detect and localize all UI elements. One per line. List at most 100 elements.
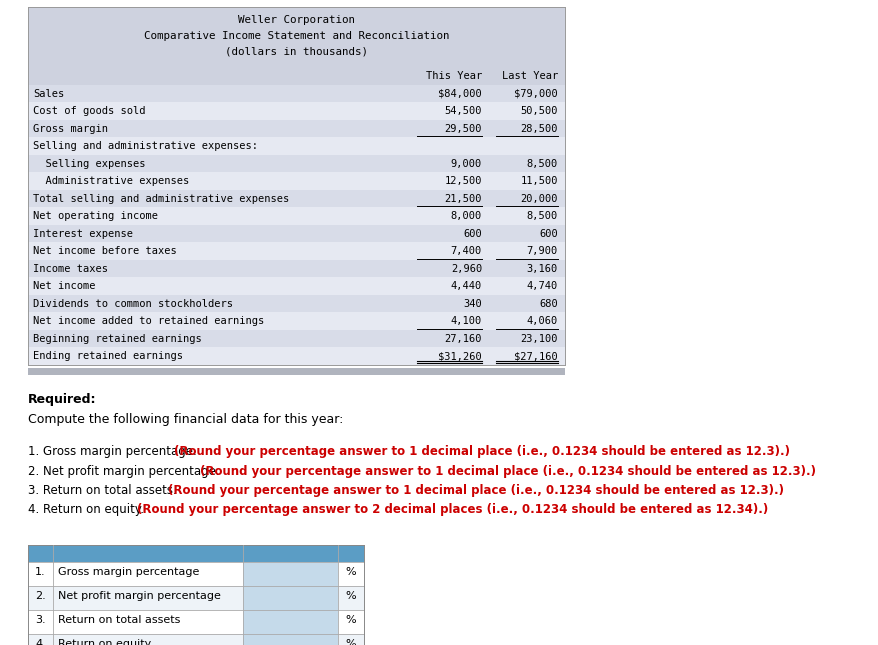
Text: Interest expense: Interest expense [33,229,133,239]
Bar [28,610,363,634]
Bar [242,634,338,645]
Text: 2.: 2. [35,591,46,601]
Bar [28,85,565,103]
Text: 4,740: 4,740 [526,281,558,292]
Text: Gross margin: Gross margin [33,124,108,134]
Text: Weller Corporation: Weller Corporation [238,15,355,25]
Text: (Round your percentage answer to 1 decimal place (i.e., 0.1234 should be entered: (Round your percentage answer to 1 decim… [173,445,788,458]
Text: Compute the following financial data for this year:: Compute the following financial data for… [28,413,343,426]
Bar [28,67,565,85]
Text: 3. Return on total assets.: 3. Return on total assets. [28,484,180,497]
Text: %: % [345,591,356,601]
Text: 28,500: 28,500 [520,124,558,134]
Bar [28,348,565,365]
Text: 8,500: 8,500 [526,159,558,169]
Text: 21,500: 21,500 [444,194,481,204]
Bar [28,103,565,120]
Text: 680: 680 [538,299,558,309]
Bar [28,260,565,277]
Text: 27,160: 27,160 [444,334,481,344]
Text: 8,500: 8,500 [526,212,558,221]
Text: %: % [345,615,356,625]
Text: Net profit margin percentage: Net profit margin percentage [58,591,220,601]
Text: 600: 600 [463,229,481,239]
Text: 2. Net profit margin percentage.: 2. Net profit margin percentage. [28,464,223,477]
Text: 4,440: 4,440 [450,281,481,292]
Text: 20,000: 20,000 [520,194,558,204]
Text: (Round your percentage answer to 1 decimal place (i.e., 0.1234 should be entered: (Round your percentage answer to 1 decim… [169,484,783,497]
Text: $79,000: $79,000 [514,89,558,99]
Bar [28,368,565,375]
Text: %: % [345,639,356,645]
Bar [28,295,565,312]
Bar [28,120,565,137]
Text: 23,100: 23,100 [520,334,558,344]
Text: 2,960: 2,960 [450,264,481,274]
Text: 9,000: 9,000 [450,159,481,169]
Text: $27,160: $27,160 [514,352,558,361]
Bar [28,243,565,260]
Bar [28,190,565,208]
Bar [28,586,363,610]
Bar [242,610,338,634]
Text: Dividends to common stockholders: Dividends to common stockholders [33,299,233,309]
Text: Last Year: Last Year [501,71,558,81]
Text: 4,060: 4,060 [526,317,558,326]
Text: Return on total assets: Return on total assets [58,615,180,625]
Text: 4. Return on equity.: 4. Return on equity. [28,504,148,517]
Bar [28,208,565,225]
Bar [28,225,565,243]
Text: %: % [345,567,356,577]
Bar [242,586,338,610]
Text: 4,100: 4,100 [450,317,481,326]
Text: 340: 340 [463,299,481,309]
Text: 3.: 3. [35,615,46,625]
Text: Selling expenses: Selling expenses [33,159,146,169]
Bar [28,634,363,645]
Text: 50,500: 50,500 [520,106,558,117]
Text: 3,160: 3,160 [526,264,558,274]
Bar [28,562,363,586]
Bar [28,7,565,67]
Text: (Round your percentage answer to 2 decimal places (i.e., 0.1234 should be entere: (Round your percentage answer to 2 decim… [137,504,767,517]
Text: 11,500: 11,500 [520,177,558,186]
Text: 12,500: 12,500 [444,177,481,186]
Text: 8,000: 8,000 [450,212,481,221]
Text: Net income added to retained earnings: Net income added to retained earnings [33,317,264,326]
Text: This Year: This Year [425,71,481,81]
Text: (dollars in thousands): (dollars in thousands) [225,47,368,57]
Bar [28,172,565,190]
Text: 1.: 1. [35,567,46,577]
Text: Gross margin percentage: Gross margin percentage [58,567,199,577]
Text: 1. Gross margin percentage.: 1. Gross margin percentage. [28,445,200,458]
Text: Income taxes: Income taxes [33,264,108,274]
Text: Beginning retained earnings: Beginning retained earnings [33,334,202,344]
Text: 7,900: 7,900 [526,246,558,257]
Bar [28,312,565,330]
Text: $31,260: $31,260 [438,352,481,361]
Text: Required:: Required: [28,393,97,406]
Text: 600: 600 [538,229,558,239]
Text: Return on equity: Return on equity [58,639,151,645]
Bar [242,562,338,586]
Bar [28,155,565,172]
Text: Net income: Net income [33,281,96,292]
Text: $84,000: $84,000 [438,89,481,99]
Bar [28,137,565,155]
Text: Total selling and administrative expenses: Total selling and administrative expense… [33,194,289,204]
Text: Administrative expenses: Administrative expenses [33,177,189,186]
Text: Cost of goods sold: Cost of goods sold [33,106,146,117]
Text: Comparative Income Statement and Reconciliation: Comparative Income Statement and Reconci… [144,31,449,41]
Text: 54,500: 54,500 [444,106,481,117]
Text: Selling and administrative expenses:: Selling and administrative expenses: [33,141,258,152]
Text: Net operating income: Net operating income [33,212,158,221]
Text: (Round your percentage answer to 1 decimal place (i.e., 0.1234 should be entered: (Round your percentage answer to 1 decim… [199,464,815,477]
Text: 29,500: 29,500 [444,124,481,134]
Text: Net income before taxes: Net income before taxes [33,246,176,257]
Bar [28,277,565,295]
Text: Sales: Sales [33,89,64,99]
Bar [28,330,565,348]
Bar [28,545,363,562]
Text: Ending retained earnings: Ending retained earnings [33,352,183,361]
Text: 4.: 4. [35,639,46,645]
